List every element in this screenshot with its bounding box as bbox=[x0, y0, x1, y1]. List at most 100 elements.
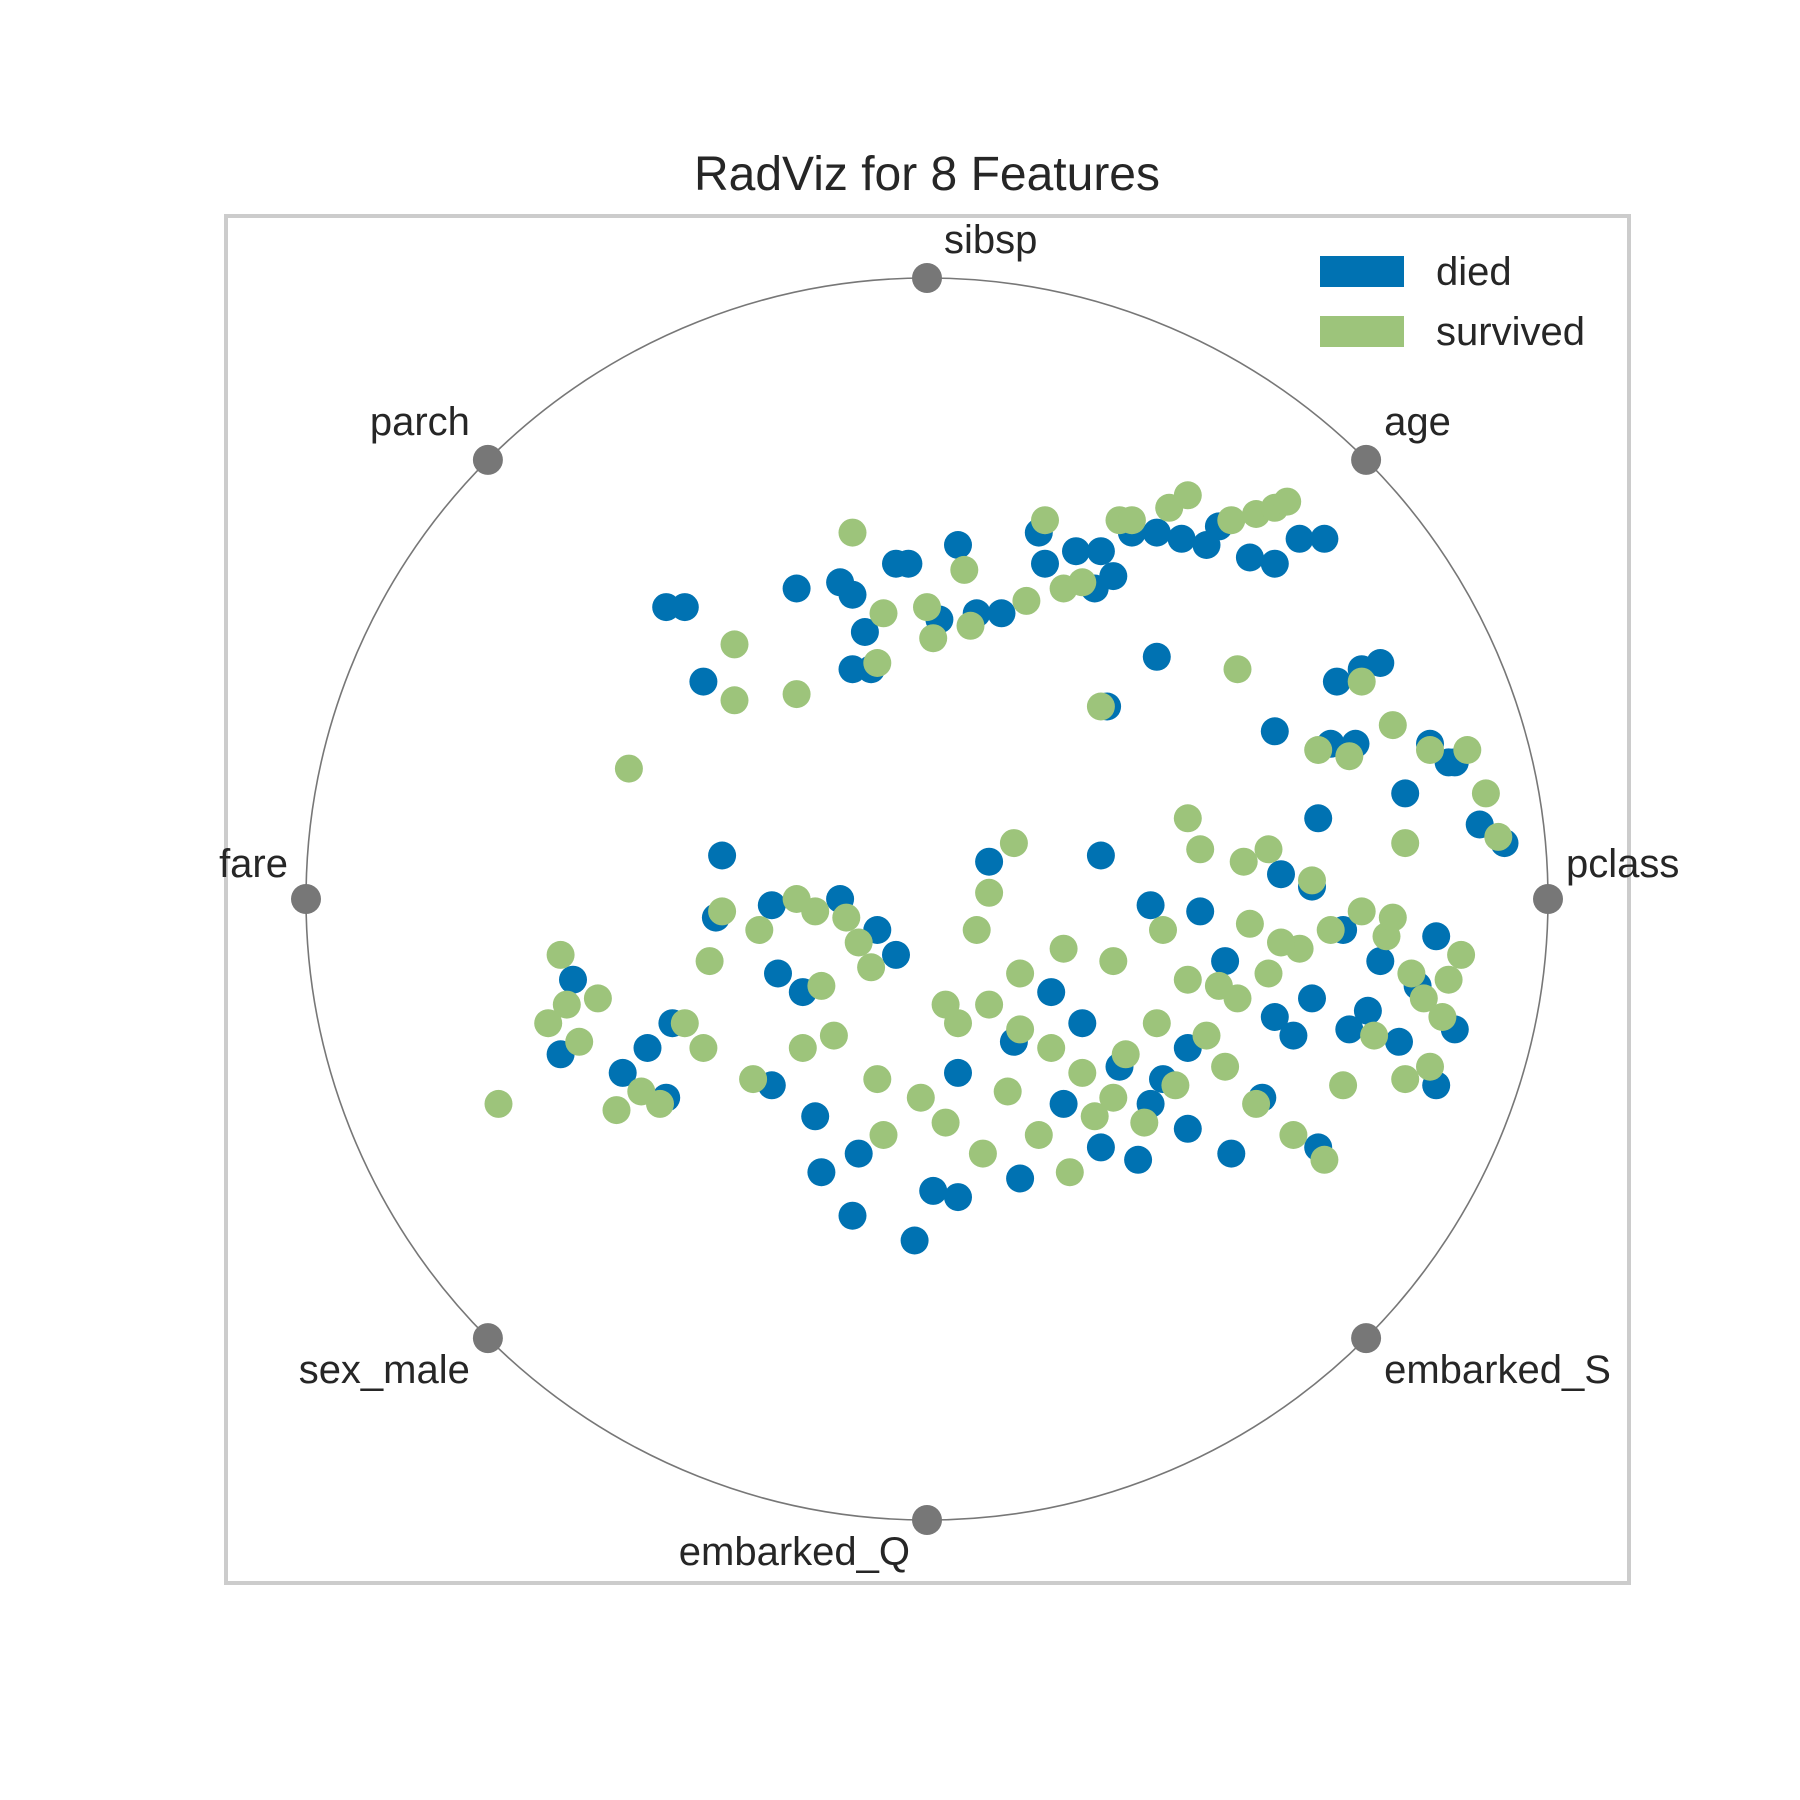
anchor-pclass-marker bbox=[1533, 884, 1563, 914]
died-point bbox=[1260, 549, 1289, 578]
survived-point bbox=[1335, 742, 1364, 771]
died-point bbox=[757, 891, 786, 920]
survived-point bbox=[534, 1009, 563, 1038]
survived-point bbox=[602, 1096, 631, 1125]
died-point bbox=[782, 574, 811, 603]
series-survived bbox=[484, 481, 1513, 1187]
died-point bbox=[1211, 947, 1240, 976]
legend: died survived bbox=[1320, 250, 1585, 354]
died-point bbox=[1422, 922, 1451, 951]
died-point bbox=[807, 1158, 836, 1187]
survived-point bbox=[1012, 586, 1041, 615]
anchor-label-embarked_Q: embarked_Q bbox=[679, 1530, 910, 1574]
died-point bbox=[1031, 549, 1059, 578]
died-point bbox=[670, 593, 699, 622]
survived-point bbox=[1447, 940, 1476, 969]
died-point bbox=[1279, 1021, 1308, 1050]
survived-point bbox=[1378, 903, 1407, 932]
died-point bbox=[1366, 649, 1395, 677]
died-point bbox=[1260, 717, 1289, 746]
died-point bbox=[689, 667, 718, 696]
survived-point bbox=[1186, 835, 1215, 864]
anchor-fare-marker bbox=[291, 884, 321, 914]
survived-point bbox=[708, 897, 737, 926]
died-point bbox=[764, 959, 792, 988]
anchor-label-embarked_S: embarked_S bbox=[1384, 1348, 1611, 1392]
died-point bbox=[1173, 1114, 1202, 1143]
survived-point bbox=[1068, 568, 1097, 597]
died-point bbox=[1260, 1003, 1289, 1031]
died-point bbox=[1006, 1164, 1035, 1193]
survived-point bbox=[906, 1083, 935, 1112]
died-point bbox=[1353, 996, 1382, 1025]
survived-point bbox=[689, 1034, 718, 1062]
anchor-label-sibsp: sibsp bbox=[944, 218, 1037, 262]
anchor-label-pclass: pclass bbox=[1566, 842, 1679, 886]
died-point bbox=[1099, 562, 1128, 591]
died-point bbox=[1086, 1133, 1115, 1162]
survived-point bbox=[819, 1021, 848, 1050]
survived-point bbox=[1304, 736, 1333, 764]
survived-point bbox=[1471, 779, 1500, 808]
survived-point bbox=[583, 984, 612, 1013]
legend-label-survived: survived bbox=[1436, 310, 1585, 354]
survived-point bbox=[1173, 481, 1202, 510]
died-point bbox=[838, 580, 867, 609]
survived-point bbox=[782, 680, 811, 709]
survived-point bbox=[832, 903, 861, 932]
survived-point bbox=[1086, 692, 1115, 721]
survived-point bbox=[1434, 965, 1463, 994]
died-point bbox=[1304, 804, 1333, 833]
survived-point bbox=[1254, 959, 1283, 988]
survived-point bbox=[1416, 736, 1444, 764]
anchor-embarked_Q-marker bbox=[912, 1505, 942, 1535]
anchor-parch-marker bbox=[472, 444, 503, 475]
survived-point bbox=[1173, 965, 1202, 994]
died-point bbox=[1062, 537, 1090, 566]
survived-point bbox=[950, 555, 979, 584]
survived-point bbox=[1360, 1021, 1389, 1050]
died-point bbox=[633, 1034, 662, 1062]
survived-point bbox=[739, 1065, 768, 1094]
survived-point bbox=[1453, 736, 1482, 764]
died-point bbox=[708, 841, 737, 870]
survived-point bbox=[1006, 959, 1035, 988]
survived-point bbox=[745, 916, 774, 944]
died-point bbox=[900, 1226, 929, 1255]
survived-point bbox=[1006, 1015, 1035, 1044]
survived-point bbox=[993, 1077, 1022, 1106]
died-point bbox=[844, 1139, 873, 1168]
anchor-age-marker bbox=[1351, 444, 1382, 475]
survived-point bbox=[1217, 506, 1246, 535]
survived-point bbox=[1273, 487, 1302, 516]
died-point bbox=[838, 1201, 867, 1230]
died-point bbox=[882, 940, 910, 969]
survived-point bbox=[931, 1108, 960, 1137]
died-point bbox=[1086, 537, 1115, 566]
died-point bbox=[1037, 978, 1066, 1007]
survived-point bbox=[863, 649, 892, 677]
survived-point bbox=[919, 624, 948, 653]
survived-point bbox=[807, 971, 836, 1000]
survived-point bbox=[844, 928, 873, 957]
survived-point bbox=[956, 611, 985, 640]
legend-swatch-died bbox=[1320, 256, 1404, 287]
died-point bbox=[801, 1102, 830, 1131]
anchor-label-fare: fare bbox=[219, 842, 288, 886]
survived-point bbox=[1391, 1065, 1420, 1094]
survived-point bbox=[1192, 1021, 1221, 1050]
legend-label-died: died bbox=[1436, 250, 1512, 294]
survived-point bbox=[1279, 1121, 1308, 1149]
died-point bbox=[975, 847, 1004, 876]
survived-point bbox=[1409, 984, 1438, 1013]
died-point bbox=[944, 1058, 972, 1087]
survived-point bbox=[1068, 1058, 1097, 1087]
died-point bbox=[894, 549, 923, 578]
survived-point bbox=[614, 754, 643, 783]
survived-point bbox=[838, 518, 867, 547]
survived-point bbox=[1130, 1108, 1159, 1137]
survived-point bbox=[1055, 1158, 1084, 1187]
died-point bbox=[1068, 1009, 1097, 1038]
survived-point bbox=[1161, 1071, 1190, 1100]
